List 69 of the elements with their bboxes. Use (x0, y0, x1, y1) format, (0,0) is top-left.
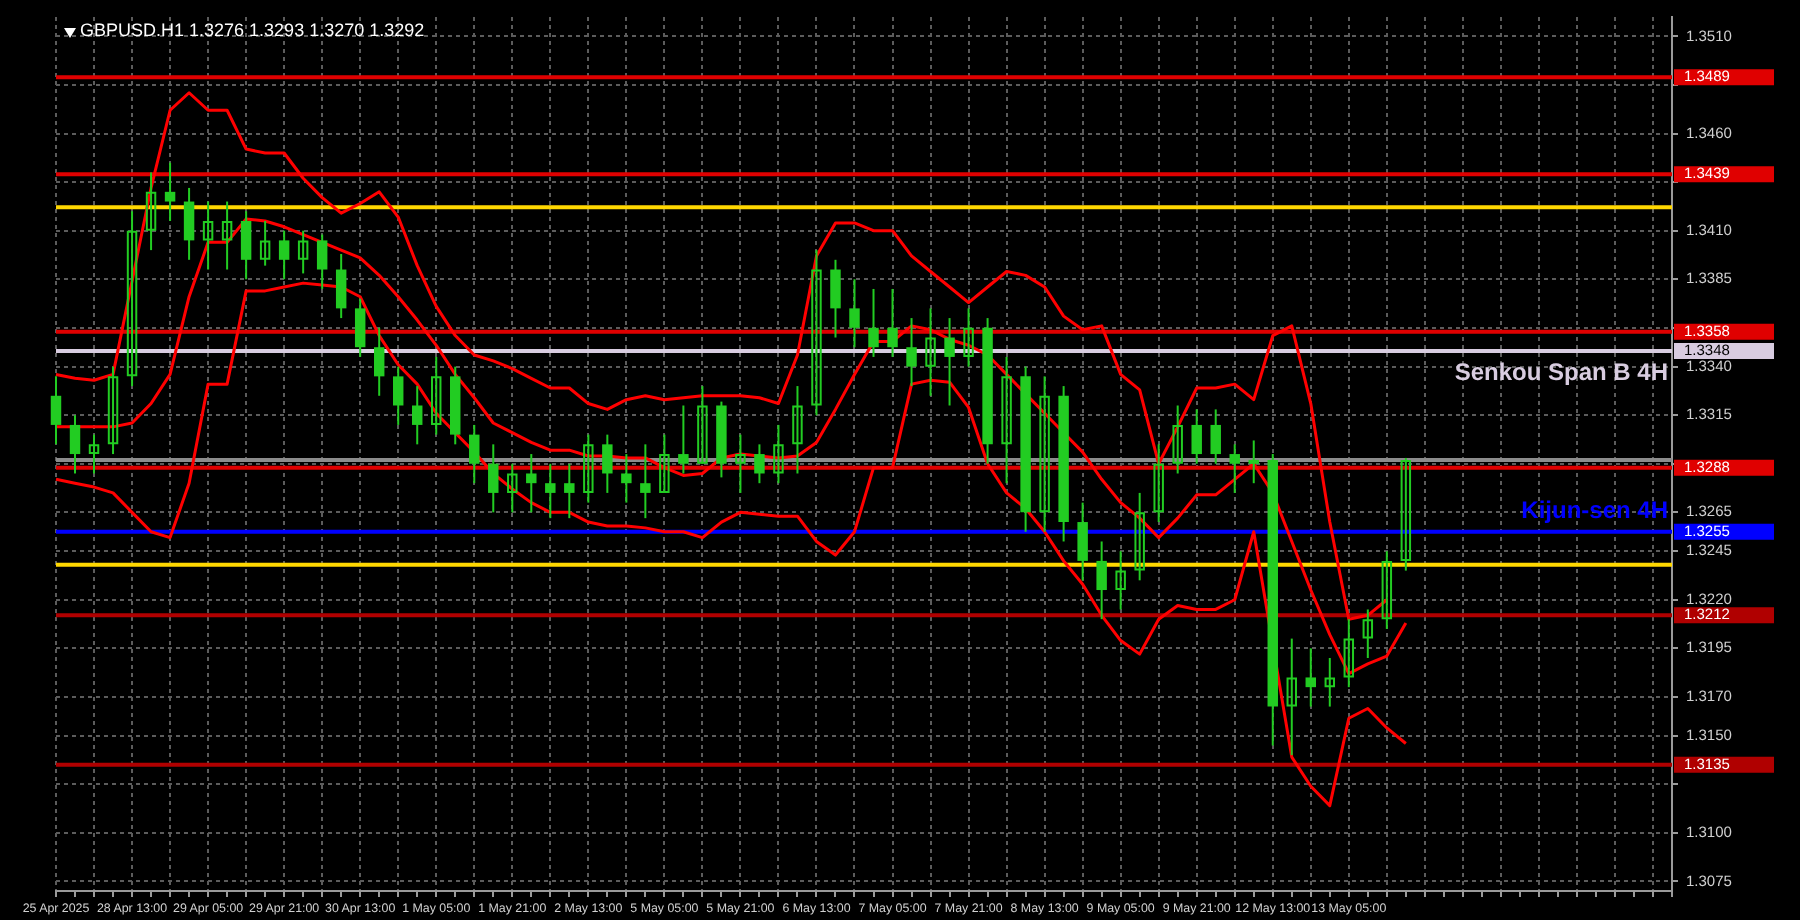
candlestick (944, 317, 955, 407)
candlestick (507, 462, 518, 514)
candlestick (316, 233, 328, 290)
candlestick (1381, 550, 1393, 630)
candlestick (431, 355, 442, 436)
candlestick (754, 443, 765, 485)
candlestick (221, 200, 233, 271)
candlestick (412, 385, 423, 446)
candlestick (278, 229, 290, 281)
candlestick (925, 307, 936, 397)
candlestick (488, 443, 499, 514)
candlestick (1096, 540, 1107, 621)
candlestick (583, 433, 594, 504)
candlestick (69, 414, 81, 475)
candlestick (659, 433, 670, 494)
candlestick (259, 219, 271, 267)
candlestick (868, 287, 879, 358)
candlestick (697, 385, 708, 465)
candlestick (906, 317, 917, 388)
candlestick (621, 453, 632, 504)
candlestick (164, 161, 176, 222)
annotation: Kijun-sen 4H (1521, 496, 1668, 525)
candlestick (202, 200, 214, 271)
candlestick (145, 171, 157, 252)
candlestick (1248, 439, 1259, 485)
candlestick (1400, 456, 1412, 572)
candlestick (526, 453, 537, 514)
candlestick (1324, 657, 1336, 708)
candlestick (1191, 408, 1202, 465)
candlestick (1286, 637, 1297, 757)
candlestick (545, 462, 556, 520)
candlestick (640, 443, 651, 520)
candlestick (678, 404, 689, 475)
candlestick (1134, 491, 1145, 582)
candlestick (240, 210, 252, 281)
candlestick (830, 258, 841, 339)
candlestick (849, 278, 860, 349)
candlestick (602, 433, 613, 494)
candlestick (792, 385, 803, 475)
candlestick (1077, 501, 1088, 582)
candlestick (392, 365, 404, 426)
candlestick (297, 229, 309, 275)
candlestick (354, 297, 366, 358)
candlestick (1305, 647, 1317, 708)
candlestick (1343, 618, 1355, 689)
candlestick (1362, 608, 1374, 660)
candlestick (1001, 355, 1012, 485)
candlestick (564, 462, 575, 520)
candlestick (1210, 408, 1221, 465)
candlestick (735, 433, 746, 494)
candlestick (335, 252, 347, 320)
candlestick (963, 307, 974, 368)
candlestick (107, 365, 119, 456)
candlestick (1229, 443, 1240, 494)
annotation: Senkou Span B 4H (1454, 357, 1668, 386)
candlestick (1172, 404, 1183, 475)
candlestick (183, 186, 195, 261)
candlestick (887, 287, 898, 358)
candlestick (126, 210, 138, 388)
chart-title: GBPUSD.H1 1.3276 1.3293 1.3270 1.3292 (80, 19, 425, 40)
candlestick (373, 326, 385, 397)
candlestick (50, 375, 62, 446)
candlestick (1039, 375, 1050, 533)
candlestick (469, 423, 480, 485)
candlestick (773, 423, 784, 485)
candlestick (1115, 550, 1126, 611)
candlestick (1153, 443, 1164, 524)
candlestick (811, 249, 822, 417)
candlestick (88, 433, 100, 475)
